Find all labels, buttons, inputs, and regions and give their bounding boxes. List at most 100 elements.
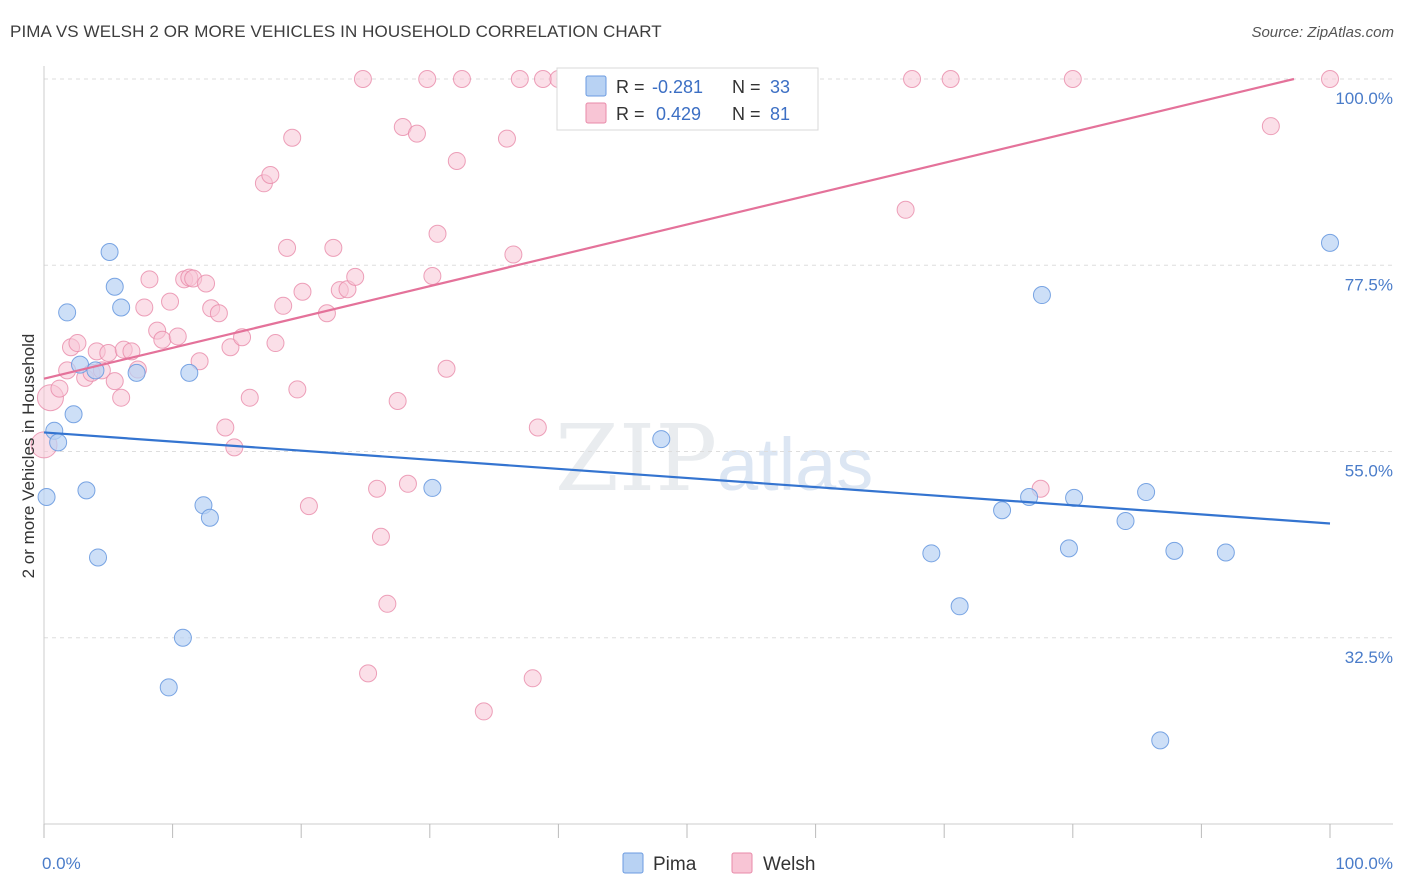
pima-point xyxy=(950,597,969,616)
y-tick-label: 55.0% xyxy=(1345,462,1393,481)
x-tick-label-start: 0.0% xyxy=(42,854,81,873)
y-tick-label: 32.5% xyxy=(1345,648,1393,667)
watermark-atlas: atlas xyxy=(717,423,873,506)
y-axis-title: 2 or more Vehicles in Household xyxy=(19,334,38,579)
pima-point xyxy=(1059,539,1078,558)
pima-point xyxy=(127,363,146,382)
welsh-point xyxy=(474,702,493,721)
pima-point xyxy=(922,544,941,563)
series-legend: Pima Welsh xyxy=(622,852,815,875)
welsh-point xyxy=(533,70,552,88)
welsh-point xyxy=(50,379,69,398)
series-legend-swatch-pima xyxy=(622,852,644,874)
welsh-trend-line xyxy=(43,77,1295,380)
welsh-point xyxy=(99,343,118,362)
welsh-point xyxy=(288,380,307,399)
legend-welsh-r-label: R = xyxy=(616,104,645,124)
welsh-point xyxy=(68,334,87,353)
pima-point xyxy=(1165,541,1184,560)
welsh-point xyxy=(428,224,447,243)
source-attribution: Source: ZipAtlas.com xyxy=(1251,24,1394,41)
welsh-point xyxy=(941,70,960,88)
welsh-point xyxy=(504,245,523,264)
welsh-point xyxy=(293,282,312,301)
welsh-point xyxy=(353,70,372,88)
welsh-point xyxy=(510,70,529,88)
welsh-point xyxy=(221,338,240,357)
pima-point xyxy=(100,243,119,262)
pima-point xyxy=(993,501,1012,520)
pima-point xyxy=(173,628,192,647)
welsh-point xyxy=(437,359,456,378)
welsh-point xyxy=(216,418,235,437)
welsh-point xyxy=(423,267,442,286)
pima-point xyxy=(64,405,83,424)
pima-point xyxy=(58,303,77,322)
welsh-point xyxy=(190,352,209,371)
welsh-point xyxy=(161,292,180,311)
legend-swatch-pima xyxy=(585,75,607,97)
welsh-point xyxy=(371,527,390,546)
series-legend-pima: Pima xyxy=(653,854,697,875)
welsh-point xyxy=(1261,117,1280,136)
x-tick-label-end: 100.0% xyxy=(1335,854,1393,873)
welsh-point xyxy=(105,372,124,391)
pima-point xyxy=(1216,543,1235,562)
pima-point xyxy=(77,481,96,500)
grid-lines xyxy=(44,78,1393,639)
welsh-point xyxy=(378,594,397,613)
welsh-point xyxy=(497,129,516,148)
welsh-point xyxy=(523,669,542,688)
pima-point xyxy=(1065,488,1084,507)
legend-pima-r-label: R = xyxy=(616,77,645,97)
pima-point xyxy=(1137,483,1156,502)
pima-point xyxy=(89,548,108,567)
welsh-point xyxy=(1063,70,1082,88)
pima-point xyxy=(1116,512,1135,531)
welsh-point xyxy=(1321,70,1339,88)
welsh-points xyxy=(30,70,1339,721)
legend-pima-r-value: -0.281 xyxy=(652,77,703,97)
pima-point xyxy=(105,277,124,296)
welsh-point xyxy=(452,70,471,88)
pima-point xyxy=(1151,731,1170,750)
welsh-point xyxy=(903,70,922,88)
legend-pima-n-value: 33 xyxy=(770,77,790,97)
series-legend-welsh: Welsh xyxy=(763,854,815,875)
pima-point xyxy=(37,488,56,507)
trend-lines xyxy=(43,77,1331,525)
welsh-point xyxy=(388,392,407,411)
series-legend-swatch-welsh xyxy=(731,852,753,874)
chart-title: PIMA VS WELSH 2 OR MORE VEHICLES IN HOUS… xyxy=(10,22,662,41)
welsh-point xyxy=(278,238,297,257)
welsh-point xyxy=(266,334,285,353)
pima-point xyxy=(159,678,178,697)
watermark: ZIP atlas xyxy=(555,405,873,512)
welsh-point xyxy=(261,166,280,185)
welsh-point xyxy=(398,474,417,493)
welsh-point xyxy=(140,270,159,289)
welsh-point xyxy=(324,238,343,257)
correlation-legend: R = -0.281 N = 33 R = 0.429 N = 81 xyxy=(556,67,819,131)
watermark-zip: ZIP xyxy=(555,405,717,512)
welsh-point xyxy=(209,304,228,323)
pima-point xyxy=(1032,286,1051,305)
pima-point xyxy=(180,363,199,382)
welsh-point xyxy=(407,124,426,143)
welsh-point xyxy=(346,267,365,286)
y-tick-label: 100.0% xyxy=(1335,89,1393,108)
welsh-point xyxy=(240,388,259,407)
tick-labels: 100.0% 77.5% 55.0% 32.5% 0.0% 100.0% xyxy=(42,89,1393,873)
welsh-point xyxy=(197,274,216,293)
pima-points xyxy=(37,233,1339,750)
legend-welsh-r-value: 0.429 xyxy=(656,104,701,124)
welsh-point xyxy=(528,418,547,437)
welsh-point xyxy=(135,298,154,317)
welsh-point xyxy=(896,200,915,219)
welsh-point xyxy=(112,388,131,407)
pima-point xyxy=(652,430,671,449)
welsh-point xyxy=(274,296,293,315)
legend-pima-n-label: N = xyxy=(732,77,761,97)
welsh-point xyxy=(299,497,318,516)
pima-point xyxy=(1321,233,1339,252)
